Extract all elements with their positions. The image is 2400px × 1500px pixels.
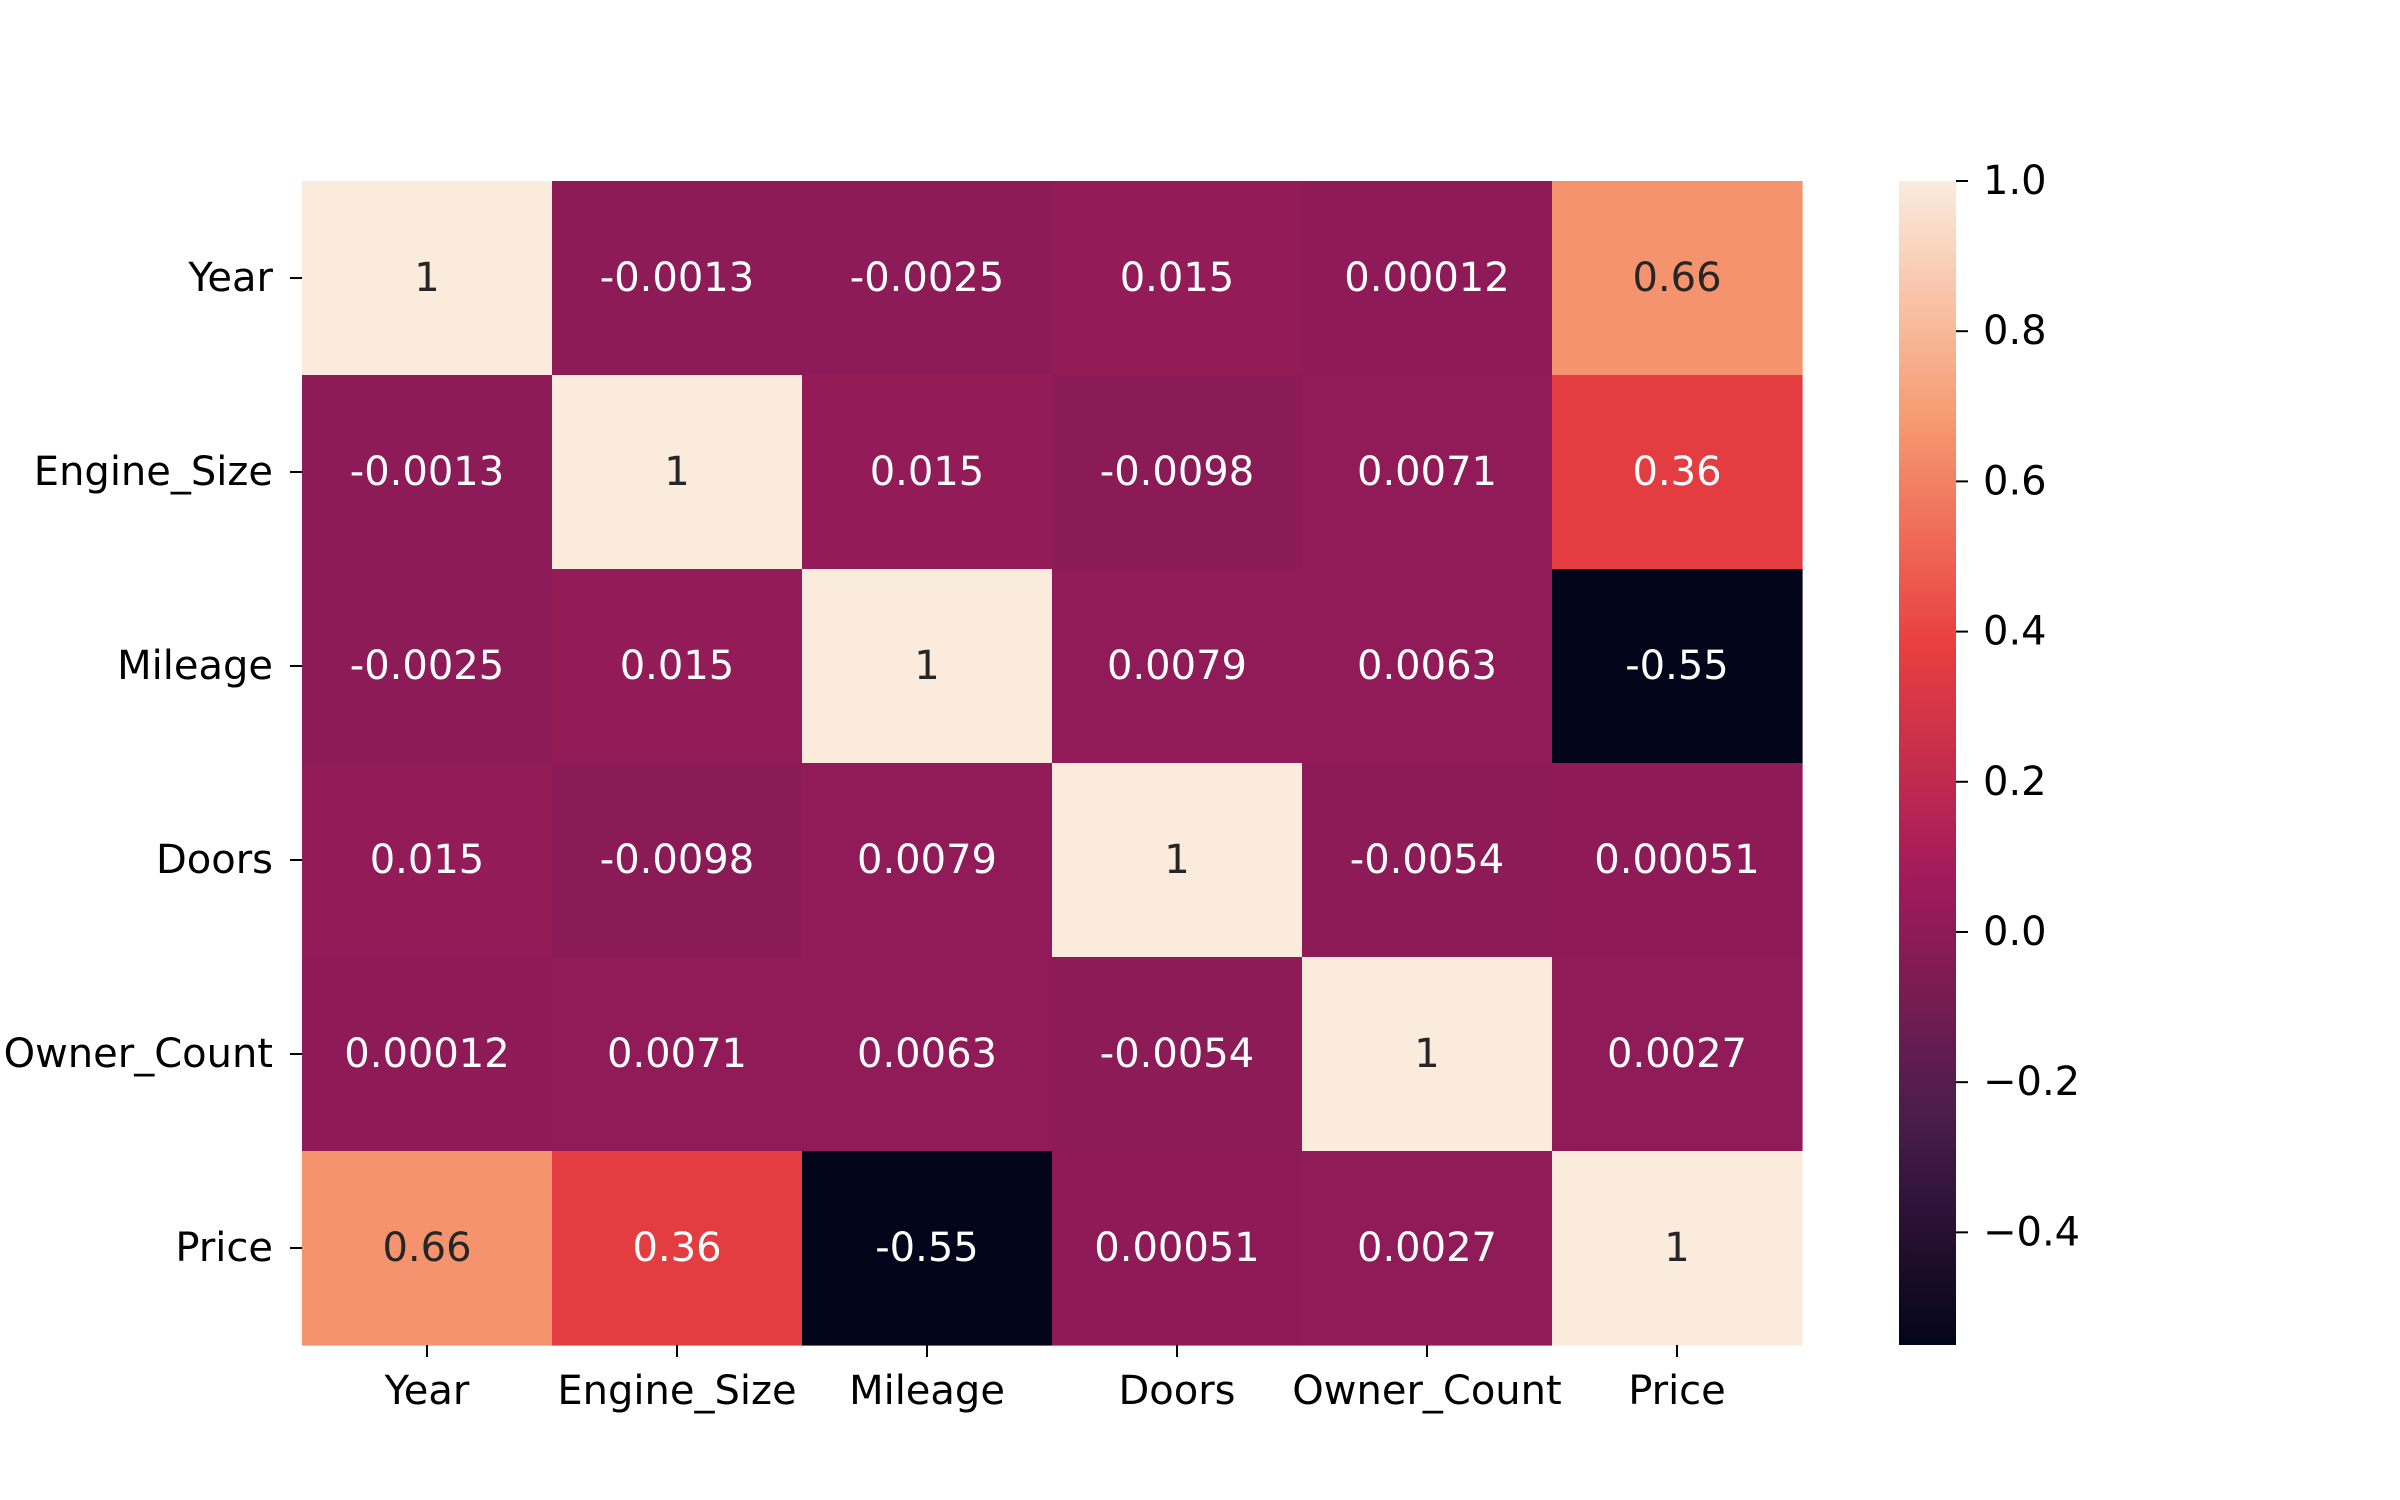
- heatmap-cell: [1052, 957, 1303, 1152]
- y-tick-label: Year: [187, 255, 273, 301]
- cell-annotation: -0.55: [875, 1225, 979, 1271]
- cell-annotation: 0.66: [382, 1225, 471, 1271]
- cell-annotation: 0.36: [1632, 449, 1721, 495]
- colorbar-tick-label: 0.8: [1983, 308, 2047, 354]
- cell-annotation: 1: [664, 449, 689, 495]
- heatmap-cell: [552, 1151, 803, 1346]
- x-tick-label: Doors: [1118, 1368, 1235, 1414]
- heatmap-cell: [802, 181, 1053, 376]
- cell-annotation: 0.0063: [857, 1031, 997, 1077]
- y-tick-label: Owner_Count: [4, 1031, 273, 1077]
- heatmap-cell: [1302, 763, 1553, 958]
- colorbar-tick-label: 0.2: [1983, 759, 2047, 805]
- cell-annotation: -0.0025: [350, 643, 504, 689]
- colorbar-tick-label: 1.0: [1983, 158, 2047, 204]
- cell-annotation: 0.015: [870, 449, 985, 495]
- y-tick-label: Doors: [156, 837, 273, 883]
- heatmap-cell: [802, 1151, 1053, 1346]
- x-tick-label: Mileage: [849, 1368, 1005, 1414]
- cell-annotation: -0.0054: [1100, 1031, 1254, 1077]
- cell-annotation: 1: [914, 643, 939, 689]
- heatmap-cell: [802, 375, 1053, 570]
- heatmap-cell: [552, 569, 803, 764]
- heatmap-cell: [552, 957, 803, 1152]
- cell-annotation: 0.0071: [1357, 449, 1497, 495]
- cell-annotation: 0.00012: [1344, 255, 1509, 301]
- cell-annotation: -0.0013: [600, 255, 754, 301]
- x-tick-label: Engine_Size: [557, 1368, 796, 1414]
- heatmap-cell: [302, 957, 553, 1152]
- heatmap-cell: [1052, 375, 1303, 570]
- heatmap-cell: [1552, 569, 1803, 764]
- heatmap-cell: [1552, 1151, 1803, 1346]
- cell-annotation: 0.015: [1120, 255, 1235, 301]
- cell-annotation: 1: [1414, 1031, 1439, 1077]
- cell-annotation: 0.0063: [1357, 643, 1497, 689]
- y-tick-label: Mileage: [117, 643, 273, 689]
- cell-annotation: 0.015: [370, 837, 485, 883]
- heatmap-cell: [802, 763, 1053, 958]
- x-tick-label: Year: [384, 1368, 470, 1414]
- heatmap-cell: [802, 957, 1053, 1152]
- colorbar-tick-label: −0.4: [1983, 1209, 2080, 1255]
- cell-annotation: 0.0027: [1607, 1031, 1747, 1077]
- heatmap-cell: [302, 181, 553, 376]
- cell-annotation: 1: [1164, 837, 1189, 883]
- cell-annotation: 1: [1664, 1225, 1689, 1271]
- cell-annotation: -0.55: [1625, 643, 1729, 689]
- x-axis: Year Engine_Size Mileage Doors Owner_Count Pr…: [384, 1345, 1726, 1414]
- cell-annotation: -0.0098: [600, 837, 754, 883]
- heatmap-cell: [1052, 1151, 1303, 1346]
- heatmap-cell: [302, 763, 553, 958]
- cell-annotation: 0.0071: [607, 1031, 747, 1077]
- cell-annotation: -0.0013: [350, 449, 504, 495]
- colorbar-tick-label: 0.6: [1983, 458, 2047, 504]
- heatmap-cell: [1302, 375, 1553, 570]
- heatmap-annotations: 1 -0.0013 -0.0025 0.015 0.00012 0.66 -0.0013 1 0…: [344, 255, 1759, 1271]
- cell-annotation: 0.015: [620, 643, 735, 689]
- heatmap-cell: [552, 763, 803, 958]
- heatmap-cell: [1052, 181, 1303, 376]
- cell-annotation: 0.00051: [1594, 837, 1759, 883]
- cell-annotation: 0.00012: [344, 1031, 509, 1077]
- x-tick-label: Price: [1628, 1368, 1726, 1414]
- colorbar-tick-label: 0.0: [1983, 909, 2047, 955]
- cell-annotation: 0.0079: [857, 837, 997, 883]
- heatmap-cells: [302, 181, 1803, 1346]
- heatmap-cell: [302, 1151, 553, 1346]
- heatmap-cell: [1552, 957, 1803, 1152]
- colorbar-axis: 1.0 0.8 0.6 0.4 0.2 0.0 −0.2 −0.4: [1956, 158, 2080, 1255]
- cell-annotation: -0.0098: [1100, 449, 1254, 495]
- heatmap-cell: [1302, 181, 1553, 376]
- cell-annotation: 0.00051: [1094, 1225, 1259, 1271]
- cell-annotation: 0.0027: [1357, 1225, 1497, 1271]
- y-tick-label: Price: [175, 1225, 273, 1271]
- y-axis: Year Engine_Size Mileage Doors Owner_Count Pr…: [4, 255, 302, 1271]
- x-tick-label: Owner_Count: [1292, 1368, 1561, 1414]
- heatmap-cell: [1302, 957, 1553, 1152]
- heatmap-cell: [1552, 181, 1803, 376]
- cell-annotation: 1: [414, 255, 439, 301]
- colorbar-tick-label: 0.4: [1983, 609, 2047, 655]
- cell-annotation: 0.36: [632, 1225, 721, 1271]
- heatmap-cell: [302, 569, 553, 764]
- heatmap-cell: [1052, 569, 1303, 764]
- heatmap-cell: [1552, 375, 1803, 570]
- heatmap-cell: [802, 569, 1053, 764]
- colorbar-tick-label: −0.2: [1983, 1059, 2080, 1105]
- heatmap-cell: [302, 375, 553, 570]
- colorbar: [1899, 181, 1956, 1345]
- heatmap-cell: [552, 375, 803, 570]
- heatmap-cell: [1052, 763, 1303, 958]
- heatmap-cell: [552, 181, 803, 376]
- cell-annotation: -0.0054: [1350, 837, 1504, 883]
- cell-annotation: 0.0079: [1107, 643, 1247, 689]
- cell-annotation: 0.66: [1632, 255, 1721, 301]
- heatmap-cell: [1302, 569, 1553, 764]
- cell-annotation: -0.0025: [850, 255, 1004, 301]
- y-tick-label: Engine_Size: [34, 449, 273, 495]
- heatmap-cell: [1552, 763, 1803, 958]
- heatmap-cell: [1302, 1151, 1553, 1346]
